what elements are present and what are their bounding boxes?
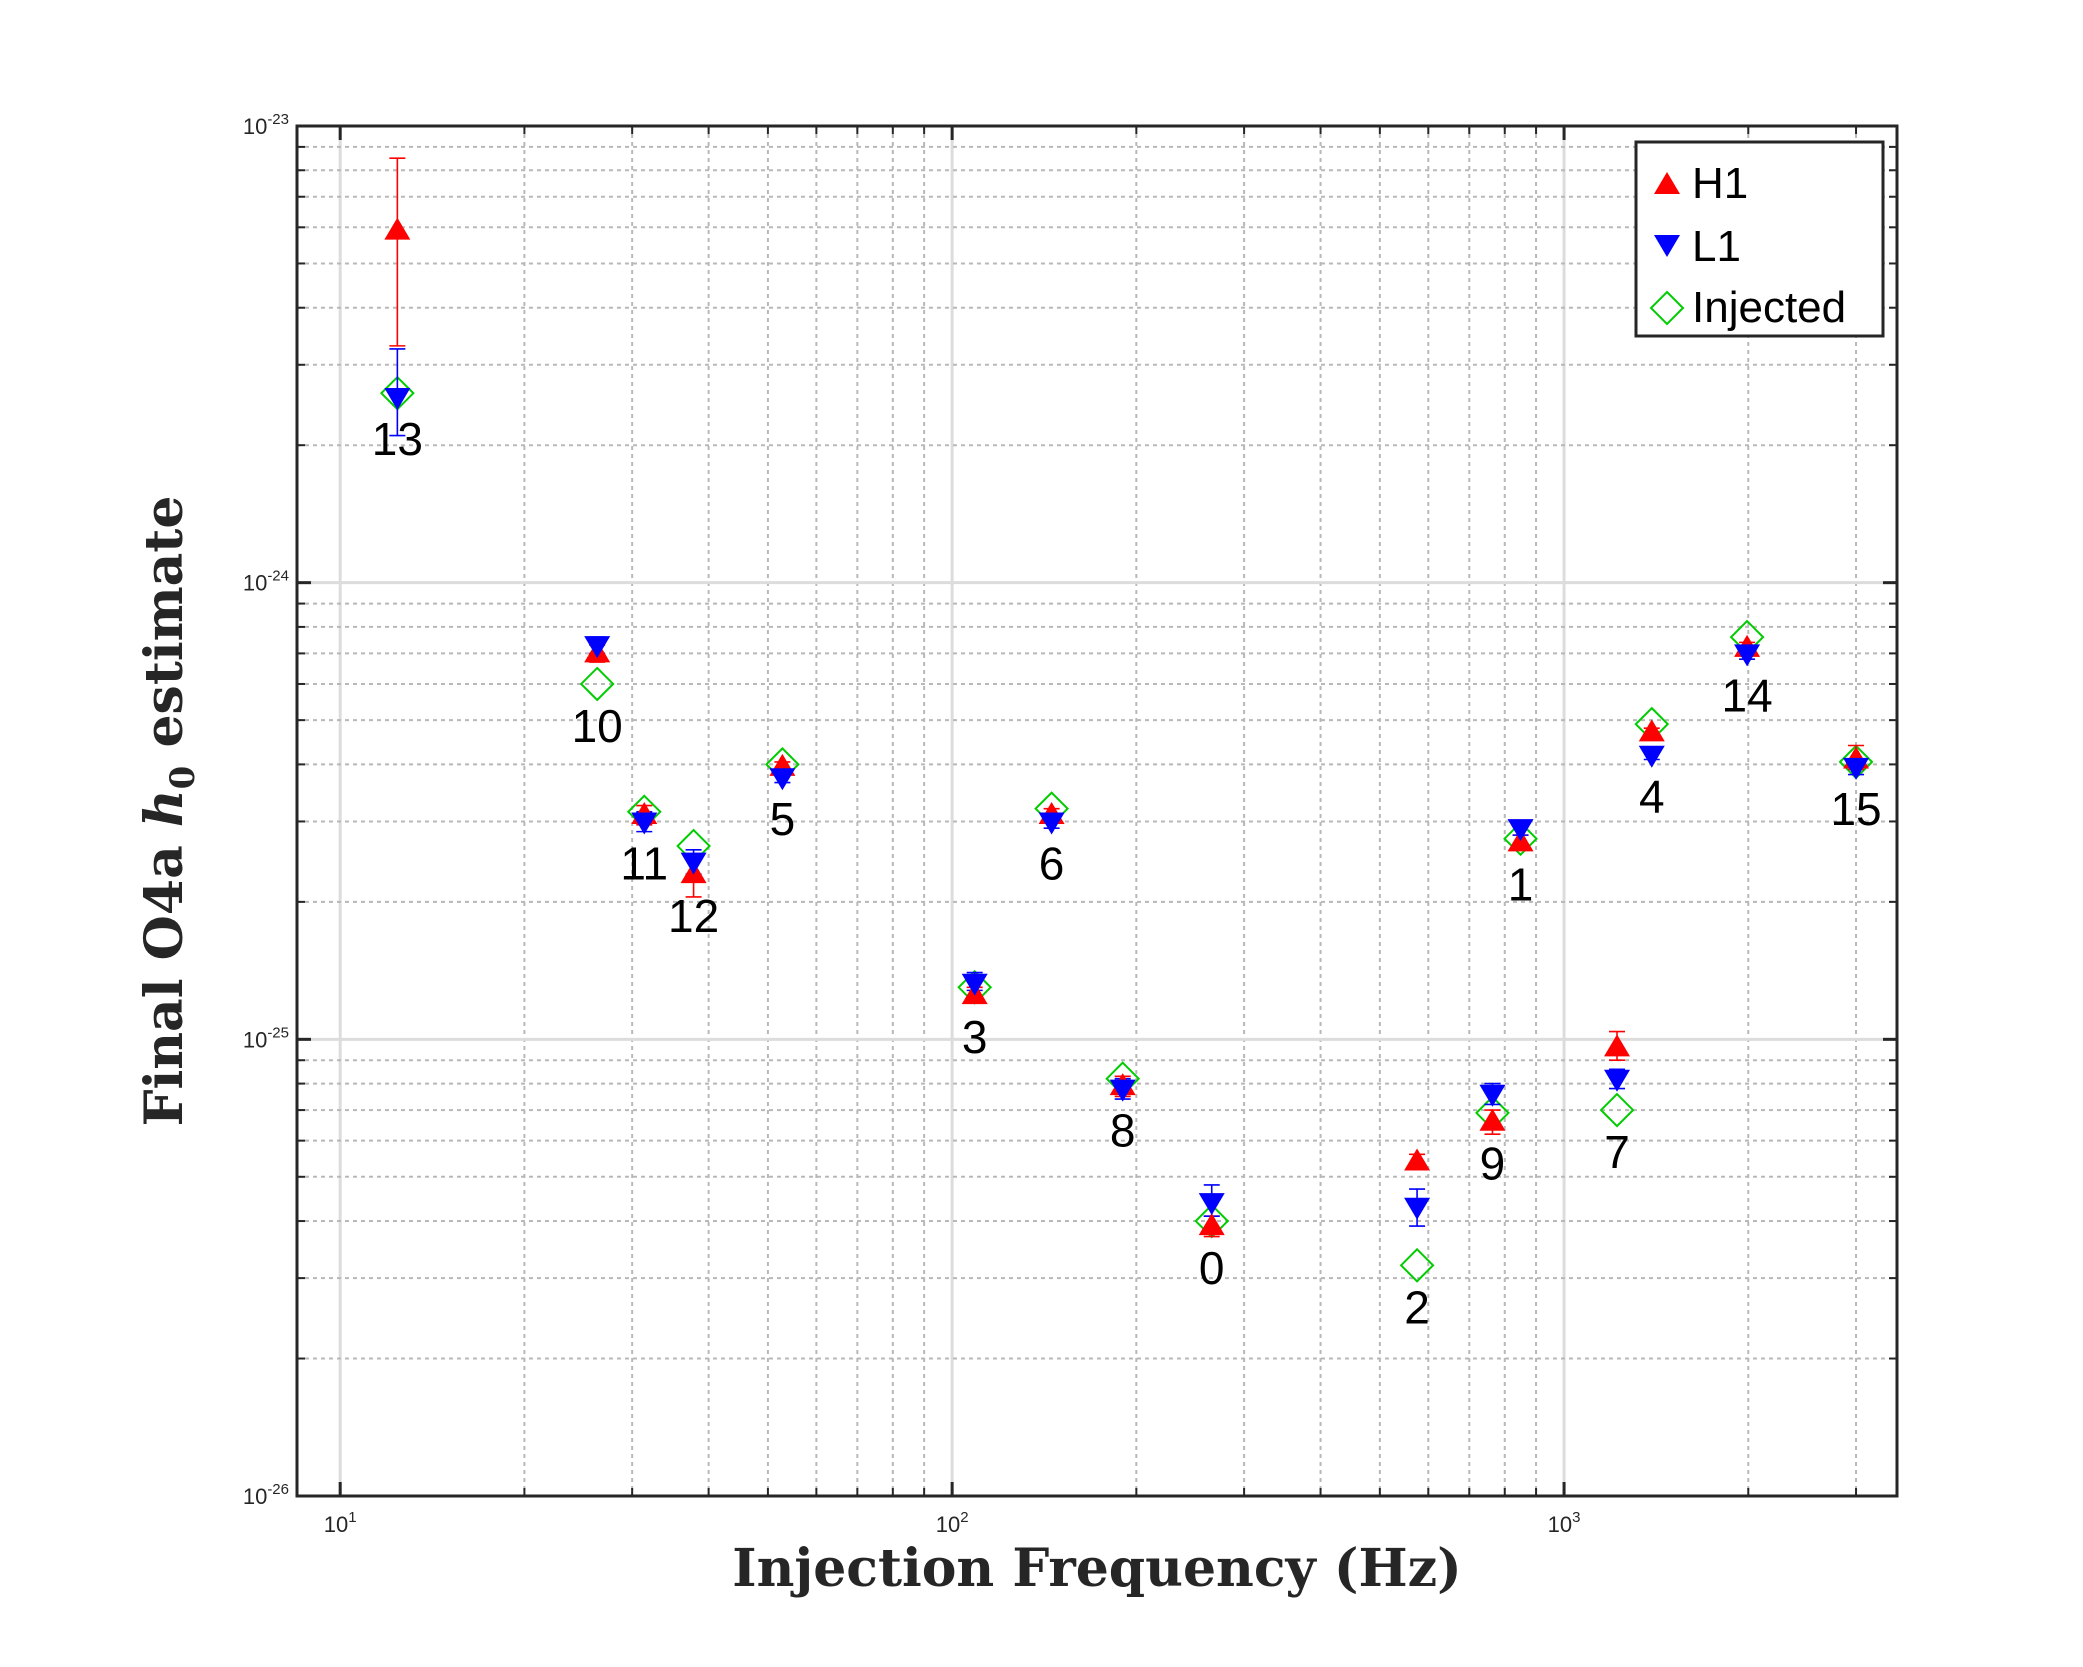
x-tick-label: 102 — [936, 1509, 969, 1537]
injected-marker — [1503, 821, 1538, 857]
l1-marker — [680, 852, 707, 875]
legend-injected-label: Injected — [1692, 283, 1846, 332]
h1-marker — [1604, 1034, 1631, 1057]
y-tick-label: 10-24 — [243, 568, 289, 596]
injected-marker — [579, 666, 615, 702]
point-label: 0 — [1199, 1242, 1225, 1294]
x-tick-label: 103 — [1548, 1509, 1581, 1537]
l1-marker — [961, 973, 988, 996]
h1-marker — [1404, 1148, 1431, 1171]
point-label: 14 — [1721, 669, 1772, 721]
l1-marker — [769, 768, 796, 791]
legend: H1 L1 Injected — [1634, 140, 1885, 338]
injected-marker — [1399, 1247, 1435, 1283]
point-label: 13 — [372, 413, 423, 465]
legend-l1-marker — [1654, 235, 1680, 257]
l1-marker — [631, 812, 658, 835]
x-tick-label: 101 — [324, 1509, 357, 1537]
l1-marker — [1734, 644, 1761, 667]
plot-frame — [295, 124, 1899, 1498]
x-axis-title: Injection Frequency (Hz) — [732, 1538, 1461, 1599]
point-label: 12 — [668, 890, 719, 942]
l1-marker — [1604, 1069, 1631, 1092]
point-label: 5 — [770, 793, 796, 845]
grid-lines — [297, 126, 1897, 1498]
legend-h1-marker — [1654, 172, 1680, 194]
h1-marker — [1479, 1108, 1506, 1131]
point-label: 3 — [962, 1011, 988, 1063]
l1-marker — [1038, 812, 1065, 835]
h1-marker — [384, 217, 411, 240]
l1-marker — [1404, 1197, 1431, 1220]
point-label: 4 — [1639, 771, 1665, 823]
l1-marker — [584, 636, 611, 659]
point-label: 6 — [1039, 837, 1065, 889]
legend-injected-marker — [1649, 290, 1685, 326]
y-axis-title: Final O4a h0 estimate — [134, 496, 203, 1127]
h1-marker — [1638, 719, 1665, 742]
point-label: 1 — [1508, 858, 1534, 910]
legend-h1-label: H1 — [1692, 159, 1748, 208]
point-label: 10 — [572, 700, 623, 752]
l1-marker — [1479, 1084, 1506, 1107]
point-label: 8 — [1110, 1105, 1136, 1157]
point-label: 15 — [1830, 783, 1881, 835]
l1-marker — [1198, 1193, 1225, 1216]
l1-marker — [1843, 757, 1870, 780]
point-label: 7 — [1604, 1126, 1630, 1178]
data-points — [379, 157, 1874, 1283]
point-label: 2 — [1404, 1281, 1430, 1333]
y-tick-label: 10-26 — [243, 1481, 289, 1509]
h1-marker — [1198, 1213, 1225, 1236]
legend-l1-label: L1 — [1692, 222, 1741, 271]
y-tick-label: 10-25 — [243, 1024, 289, 1052]
point-label: 9 — [1480, 1138, 1506, 1190]
l1-marker — [1507, 819, 1534, 842]
injected-marker — [1599, 1092, 1635, 1128]
y-tick-label: 10-23 — [243, 111, 289, 139]
point-label: 11 — [620, 837, 668, 889]
l1-marker — [384, 388, 411, 411]
l1-marker — [1638, 745, 1665, 768]
l1-marker — [1109, 1079, 1136, 1102]
